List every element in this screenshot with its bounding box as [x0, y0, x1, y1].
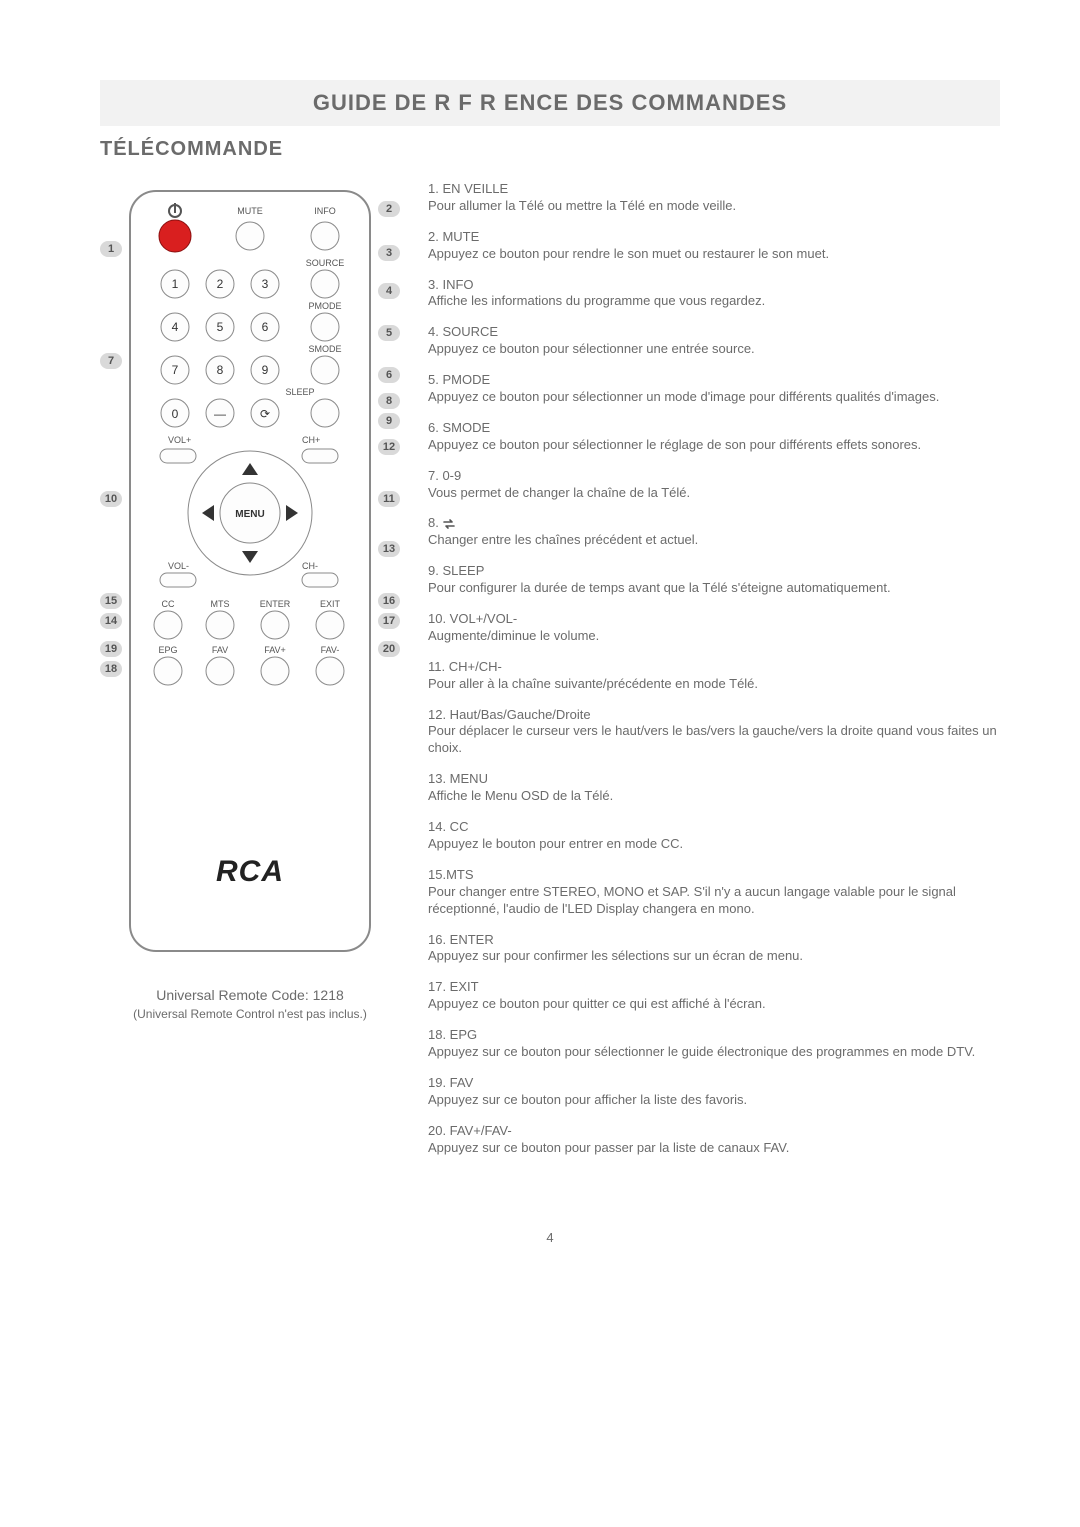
svg-text:7: 7 — [172, 363, 179, 377]
svg-text:⟳: ⟳ — [260, 407, 270, 421]
desc-item-2: 2. MUTEAppuyez ce bouton pour rendre le … — [428, 229, 1000, 263]
desc-item-12: 12. Haut/Bas/Gauche/DroitePour déplacer … — [428, 707, 1000, 758]
page-title: GUIDE DE R F R ENCE DES COMMANDES — [100, 80, 1000, 126]
callout-6: 6 — [378, 367, 400, 383]
desc-item-18: 18. EPGAppuyez sur ce bouton pour sélect… — [428, 1027, 1000, 1061]
desc-item-17: 17. EXITAppuyez ce bouton pour quitter c… — [428, 979, 1000, 1013]
svg-text:EXIT: EXIT — [320, 599, 341, 609]
desc-item-16: 16. ENTERAppuyez sur pour confirmer les … — [428, 932, 1000, 966]
desc-item-15: 15.MTSPour changer entre STEREO, MONO et… — [428, 867, 1000, 918]
desc-item-6: 6. SMODEAppuyez ce bouton pour sélection… — [428, 420, 1000, 454]
callout-3: 3 — [378, 245, 400, 261]
callout-11: 11 — [378, 491, 400, 507]
section-title: TÉLÉCOMMANDE — [100, 138, 1000, 161]
desc-item-20: 20. FAV+/FAV-Appuyez sur ce bouton pour … — [428, 1123, 1000, 1157]
remote-note: (Universal Remote Control n'est pas incl… — [100, 1007, 400, 1021]
desc-item-10: 10. VOL+/VOL-Augmente/diminue le volume. — [428, 611, 1000, 645]
svg-text:2: 2 — [217, 277, 224, 291]
svg-text:9: 9 — [262, 363, 269, 377]
callout-16: 16 — [378, 593, 400, 609]
svg-text:EPG: EPG — [158, 645, 177, 655]
svg-text:PMODE: PMODE — [308, 301, 341, 311]
svg-text:MENU: MENU — [235, 509, 264, 520]
svg-text:CH+: CH+ — [302, 435, 320, 445]
svg-text:3: 3 — [262, 277, 269, 291]
svg-text:4: 4 — [172, 320, 179, 334]
desc-item-11: 11. CH+/CH-Pour aller à la chaîne suivan… — [428, 659, 1000, 693]
callout-15: 15 — [100, 593, 122, 609]
desc-item-8: 8. Changer entre les chaînes précédent e… — [428, 515, 1000, 549]
callout-9: 9 — [378, 413, 400, 429]
desc-item-19: 19. FAVAppuyez sur ce bouton pour affich… — [428, 1075, 1000, 1109]
svg-text:SOURCE: SOURCE — [306, 258, 345, 268]
svg-text:FAV+: FAV+ — [264, 645, 286, 655]
callout-13: 13 — [378, 541, 400, 557]
svg-text:SMODE: SMODE — [308, 344, 341, 354]
desc-item-13: 13. MENUAffiche le Menu OSD de la Télé. — [428, 771, 1000, 805]
callout-4: 4 — [378, 283, 400, 299]
desc-item-3: 3. INFOAffiche les informations du progr… — [428, 277, 1000, 311]
desc-item-9: 9. SLEEPPour configurer la durée de temp… — [428, 563, 1000, 597]
svg-text:8: 8 — [217, 363, 224, 377]
descriptions-column: 1. EN VEILLEPour allumer la Télé ou mett… — [428, 181, 1000, 1170]
svg-text:—: — — [214, 407, 226, 421]
svg-text:SLEEP: SLEEP — [285, 387, 314, 397]
callout-7: 7 — [100, 353, 122, 369]
desc-item-4: 4. SOURCEAppuyez ce bouton pour sélectio… — [428, 324, 1000, 358]
desc-item-1: 1. EN VEILLEPour allumer la Télé ou mett… — [428, 181, 1000, 215]
desc-item-14: 14. CCAppuyez le bouton pour entrer en m… — [428, 819, 1000, 853]
svg-text:CH-: CH- — [302, 561, 318, 571]
svg-text:6: 6 — [262, 320, 269, 334]
svg-text:FAV-: FAV- — [321, 645, 340, 655]
callout-20: 20 — [378, 641, 400, 657]
callout-19: 19 — [100, 641, 122, 657]
svg-text:RCA: RCA — [216, 855, 284, 888]
svg-text:MTS: MTS — [211, 599, 230, 609]
desc-item-5: 5. PMODEAppuyez ce bouton pour sélection… — [428, 372, 1000, 406]
callout-10: 10 — [100, 491, 122, 507]
svg-text:MUTE: MUTE — [237, 206, 263, 216]
svg-text:VOL-: VOL- — [168, 561, 189, 571]
page-number: 4 — [100, 1230, 1000, 1245]
callout-12: 12 — [378, 439, 400, 455]
svg-text:VOL+: VOL+ — [168, 435, 191, 445]
remote-code: Universal Remote Code: 1218 — [100, 987, 400, 1003]
callout-17: 17 — [378, 613, 400, 629]
svg-text:5: 5 — [217, 320, 224, 334]
callout-2: 2 — [378, 201, 400, 217]
callout-14: 14 — [100, 613, 122, 629]
svg-text:CC: CC — [162, 599, 175, 609]
callout-8: 8 — [378, 393, 400, 409]
svg-text:FAV: FAV — [212, 645, 228, 655]
svg-text:1: 1 — [172, 277, 179, 291]
remote-diagram: MUTE INFO SOURCE 1234567890—⟳ PMODE SMOD… — [100, 181, 400, 961]
svg-text:ENTER: ENTER — [260, 599, 291, 609]
svg-text:INFO: INFO — [314, 206, 336, 216]
svg-text:0: 0 — [172, 407, 179, 421]
desc-item-7: 7. 0-9Vous permet de changer la chaîne d… — [428, 468, 1000, 502]
callout-1: 1 — [100, 241, 122, 257]
callout-18: 18 — [100, 661, 122, 677]
callout-5: 5 — [378, 325, 400, 341]
